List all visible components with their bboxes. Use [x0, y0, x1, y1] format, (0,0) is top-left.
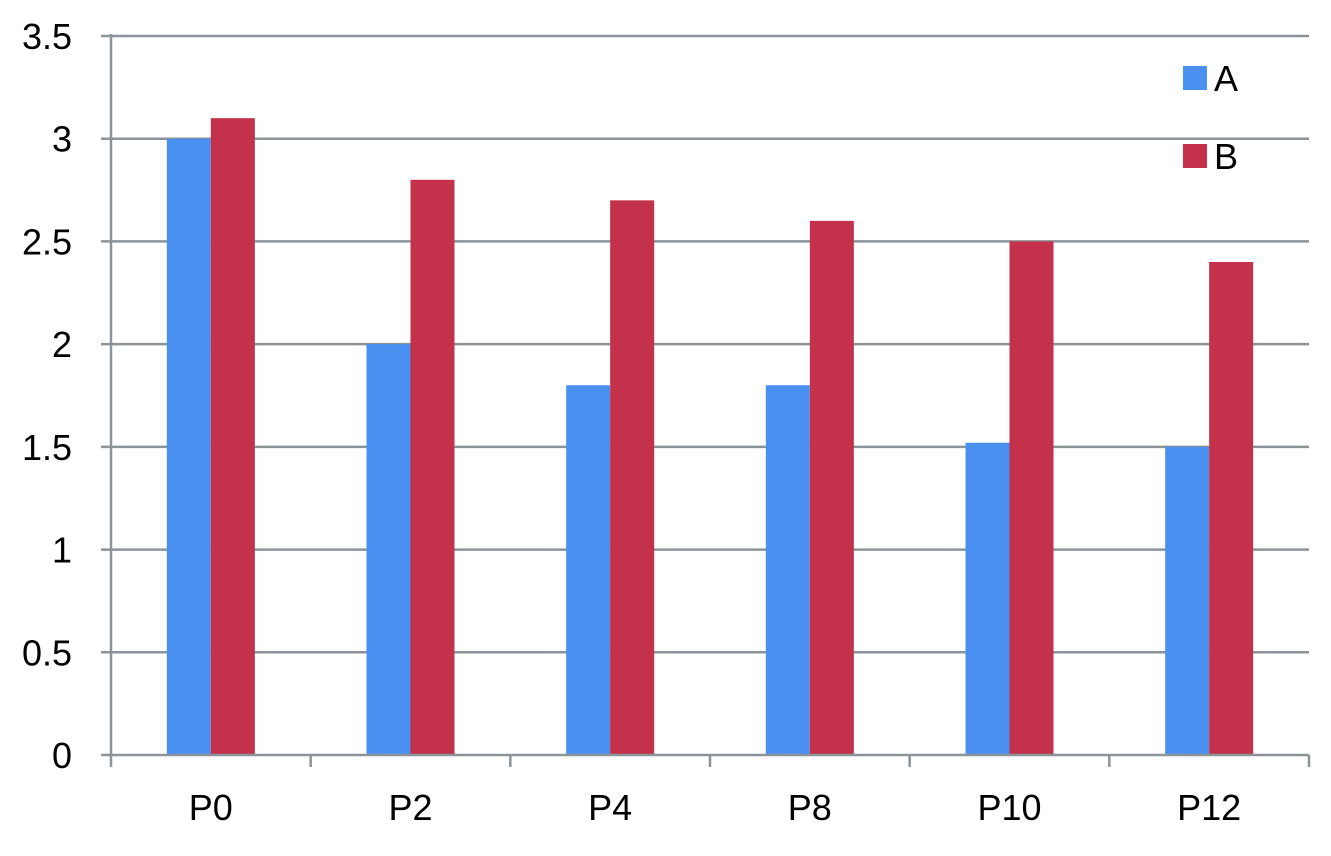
legend-label-b: B [1214, 136, 1238, 177]
bar-a-p8 [765, 385, 810, 755]
y-tick-label: 0 [52, 735, 72, 776]
bar-b-p0 [210, 118, 255, 755]
bar-b-p2 [410, 179, 455, 756]
y-tick-label: 2 [52, 324, 72, 365]
x-tick-label: P4 [588, 787, 632, 828]
x-tick-labels: P0 P2 P4 P8 P10 P12 [189, 787, 1241, 828]
bar-b-p8 [809, 220, 854, 755]
x-tick-label: P10 [977, 787, 1041, 828]
y-tick-label: 1.5 [22, 427, 72, 468]
y-tick-labels: 0 0.5 1 1.5 2 2.5 3 3.5 [22, 16, 72, 776]
x-tick-label: P2 [388, 787, 432, 828]
y-tick-label: 3.5 [22, 16, 72, 57]
bar-b-p12 [1209, 261, 1254, 755]
bar-a-p10 [965, 442, 1010, 755]
legend-swatch-a [1183, 66, 1207, 90]
y-tick-label: 2.5 [22, 221, 72, 262]
y-tick-label: 3 [52, 119, 72, 160]
y-tick-label: 1 [52, 530, 72, 571]
legend-label-a: A [1214, 58, 1238, 99]
bar-b-p10 [1009, 241, 1054, 755]
y-tick-label: 0.5 [22, 632, 72, 673]
x-tick-label: P8 [788, 787, 832, 828]
x-tick-label: P12 [1177, 787, 1241, 828]
x-tick-label: P0 [189, 787, 233, 828]
bar-a-p4 [566, 385, 611, 755]
bar-a-p0 [166, 138, 211, 755]
legend-swatch-b [1183, 144, 1207, 168]
bar-b-p4 [610, 200, 655, 756]
bar-a-p12 [1165, 446, 1210, 755]
legend: A B [1183, 58, 1238, 177]
axes [101, 34, 1311, 767]
bars [166, 118, 1254, 756]
gridlines [101, 34, 1309, 654]
bar-a-p2 [366, 344, 411, 755]
